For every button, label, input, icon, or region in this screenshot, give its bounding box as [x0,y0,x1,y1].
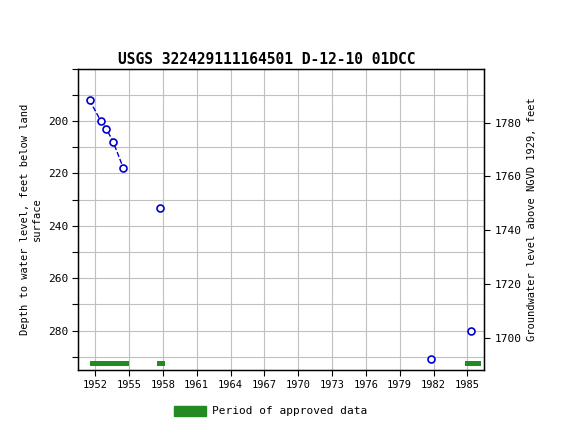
Bar [157,361,165,366]
Text: ≣USGS: ≣USGS [17,17,72,35]
Text: Period of approved data: Period of approved data [212,405,367,416]
Bar [465,361,481,366]
Y-axis label: Depth to water level, feet below land
surface: Depth to water level, feet below land su… [20,104,42,335]
Text: USGS 322429111164501 D-12-10 01DCC: USGS 322429111164501 D-12-10 01DCC [118,52,415,67]
Bar [89,361,129,366]
Y-axis label: Groundwater level above NGVD 1929, feet: Groundwater level above NGVD 1929, feet [527,98,537,341]
